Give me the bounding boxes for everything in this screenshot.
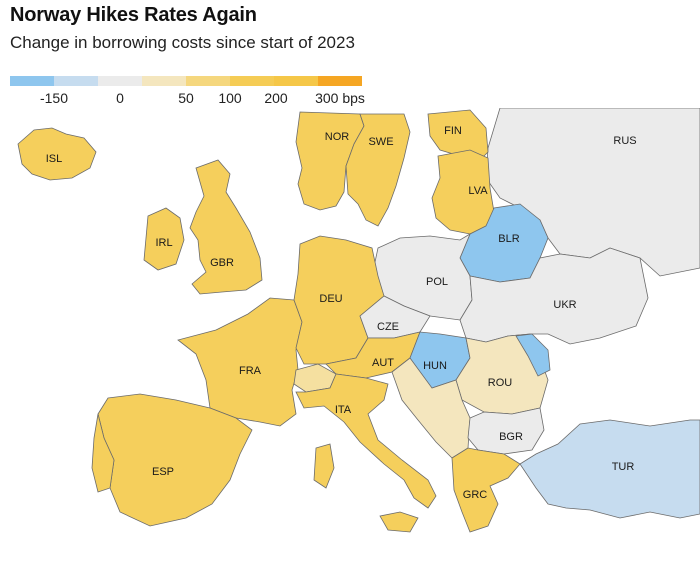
country-ita-sicily xyxy=(379,511,419,533)
country-prt xyxy=(91,413,115,493)
country-label-ita: ITA xyxy=(335,404,352,416)
country-label-cze: CZE xyxy=(377,321,399,333)
country-bgr xyxy=(467,407,545,455)
legend-color-bar xyxy=(10,76,362,86)
country-label-swe: SWE xyxy=(368,136,393,148)
country-label-nor: NOR xyxy=(325,131,350,143)
country-label-fra: FRA xyxy=(239,365,262,377)
country-gbr xyxy=(189,159,263,295)
country-label-lva: LVA xyxy=(468,185,488,197)
country-label-fin: FIN xyxy=(444,125,462,137)
country-label-grc: GRC xyxy=(463,489,488,501)
country-ita-sardinia xyxy=(313,443,335,489)
legend-swatch xyxy=(142,76,186,86)
country-tur xyxy=(519,419,700,519)
chart-subtitle: Change in borrowing costs since start of… xyxy=(10,33,355,52)
legend-label: 300 bps xyxy=(315,90,365,106)
country-label-ukr: UKR xyxy=(553,299,576,311)
country-label-esp: ESP xyxy=(152,466,174,478)
legend-swatch xyxy=(318,76,362,86)
country-fra xyxy=(177,297,303,427)
legend-label: 200 xyxy=(264,90,288,106)
country-isl xyxy=(17,127,97,181)
country-label-gbr: GBR xyxy=(210,257,234,269)
country-label-deu: DEU xyxy=(319,293,342,305)
country-irl xyxy=(143,207,185,271)
country-mda xyxy=(515,333,551,377)
country-label-irl: IRL xyxy=(155,237,172,249)
country-label-isl: ISL xyxy=(46,153,63,165)
country-label-pol: POL xyxy=(426,276,448,288)
country-ita xyxy=(295,373,437,509)
country-label-rus: RUS xyxy=(613,135,636,147)
legend-swatch xyxy=(274,76,318,86)
country-label-hun: HUN xyxy=(423,360,447,372)
legend-swatch xyxy=(54,76,98,86)
chart-title: Norway Hikes Rates Again xyxy=(10,4,257,26)
country-labels: NOR SWE FIN RUS ISL LVA BLR IRL GBR POL … xyxy=(46,125,637,501)
legend-swatch xyxy=(98,76,142,86)
europe-map: NOR SWE FIN RUS ISL LVA BLR IRL GBR POL … xyxy=(17,108,700,533)
legend-swatch xyxy=(186,76,230,86)
legend-swatch xyxy=(230,76,274,86)
legend-label: 100 xyxy=(218,90,242,106)
country-label-aut: AUT xyxy=(372,357,394,369)
country-label-blr: BLR xyxy=(498,233,519,245)
legend-label: 0 xyxy=(116,90,124,106)
country-label-tur: TUR xyxy=(612,461,635,473)
country-label-bgr: BGR xyxy=(499,431,523,443)
legend-label: -150 xyxy=(39,90,69,106)
legend-swatch xyxy=(10,76,54,86)
country-swe xyxy=(345,113,411,227)
country-label-rou: ROU xyxy=(488,377,513,389)
legend-label: 50 xyxy=(178,90,194,106)
country-grc xyxy=(451,447,521,533)
